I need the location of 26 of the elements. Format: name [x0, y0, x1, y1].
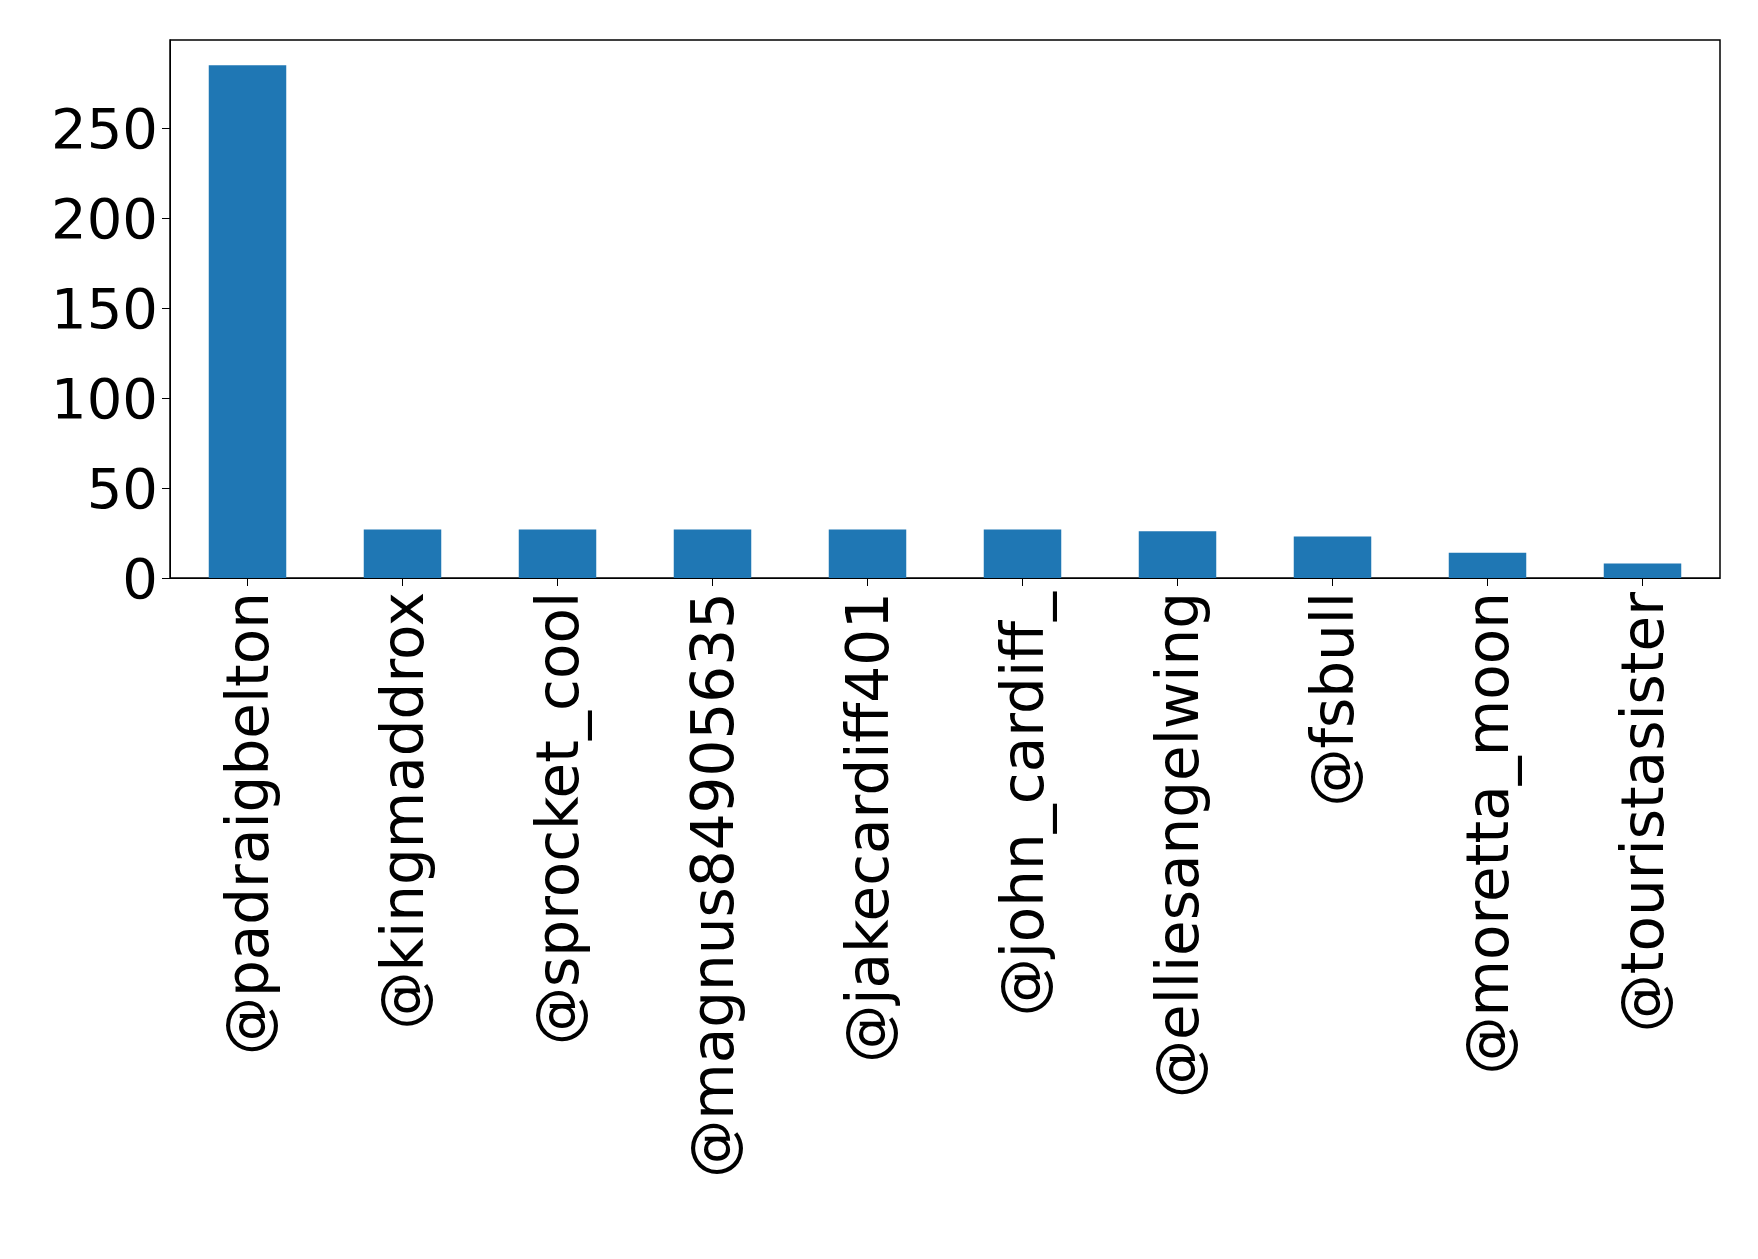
bar	[828, 529, 907, 578]
x-tick-label: @moretta_moon	[1453, 592, 1522, 1075]
x-tick-label: @touristasister	[1608, 591, 1677, 1033]
x-tick-label: @padraigbelton	[213, 592, 282, 1056]
x-tick-label: @kingmaddrox	[368, 592, 437, 1030]
x-tick-label: @sprocket_cool	[523, 592, 592, 1045]
bar	[1448, 552, 1527, 578]
x-tick-label: @elliesangelwing	[1143, 592, 1212, 1098]
y-tick-label: 150	[51, 275, 158, 341]
y-tick-label: 0	[122, 545, 158, 611]
x-tick-label: @john_cardiff_	[988, 591, 1057, 1017]
y-tick-label: 250	[51, 95, 158, 161]
bar	[673, 529, 752, 578]
bar	[363, 529, 442, 578]
bar	[518, 529, 597, 578]
x-tick-label: @fsbull	[1298, 592, 1367, 807]
x-tick-label: @magnus84905635	[678, 592, 747, 1178]
bar	[1138, 531, 1217, 578]
y-tick-label: 50	[86, 455, 158, 521]
bar	[1293, 536, 1372, 578]
bar	[1603, 563, 1682, 578]
bar	[208, 65, 287, 578]
x-tick-label: @jakecardiff401	[833, 592, 902, 1063]
y-tick-label: 200	[51, 185, 158, 251]
y-tick-label: 100	[51, 365, 158, 431]
bar	[983, 529, 1062, 578]
